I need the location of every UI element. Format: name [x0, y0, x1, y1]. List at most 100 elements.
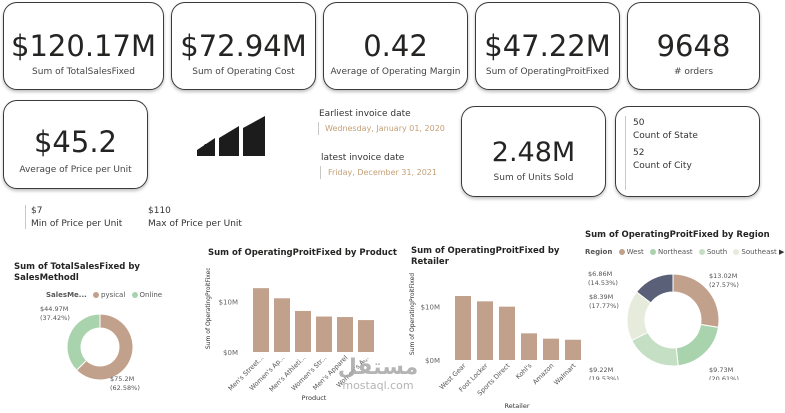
kpi-value: 2.48M [491, 137, 576, 168]
legend-title: Region [585, 248, 613, 256]
data-label: (27.57%) [709, 281, 739, 289]
city-count-value: 52 [633, 148, 645, 158]
bar[interactable] [274, 298, 290, 352]
divider [318, 122, 319, 135]
max-price-value: $110 [148, 206, 171, 216]
y-axis-label: Sum of OperatingProitFixed [409, 273, 416, 355]
bar[interactable] [253, 288, 269, 352]
bar[interactable] [358, 320, 374, 352]
x-tick-label: Kohl's [514, 361, 534, 381]
legend-dot-south [698, 249, 705, 255]
kpi-value: $47.22M [484, 29, 611, 63]
kpi-label: Sum of OperatingProitFixed [485, 67, 610, 77]
product-bar-chart[interactable]: $10M $0M Sum of OperatingProitFixed Men's S… [196, 268, 396, 408]
legend-item[interactable]: West [626, 248, 644, 256]
bar[interactable] [565, 339, 581, 360]
legend-item[interactable]: pysical [101, 291, 126, 299]
data-label: $6.86M [588, 270, 612, 278]
earliest-date-value: Wednesday, January 01, 2020 [325, 124, 445, 133]
kpi-card-operating-profit[interactable]: $47.22M Sum of OperatingProitFixed [475, 2, 620, 90]
kpi-value: 9648 [656, 29, 731, 63]
counts-card[interactable]: 50 Count of State 52 Count of City [615, 106, 760, 197]
kpi-value: $45.2 [33, 125, 118, 159]
sales-method-legend: SalesMe... pysical Online [46, 291, 162, 299]
city-count-label: Count of City [633, 161, 692, 171]
sales-method-chart-title: Sum of TotalSalesFixed by SalesMethodl [14, 262, 140, 283]
product-chart-title: Sum of OperatingProitFixed by Product [208, 248, 397, 258]
sales-method-donut-chart[interactable]: $75.2M(62.58%) $44.97M(37.42%) [0, 300, 190, 395]
kpi-card-operating-cost[interactable]: $72.94M Sum of Operating Cost [171, 2, 316, 90]
data-label: (62.58%) [110, 384, 140, 392]
donut-slice[interactable] [75, 313, 134, 381]
kpi-value: $120.17M [11, 29, 156, 63]
min-price-label: Min of Price per Unit [31, 219, 123, 229]
max-price-label: Max of Price per Unit [148, 219, 242, 229]
bar[interactable] [316, 316, 332, 352]
watermark-url: mostaql.com [342, 379, 414, 392]
data-label: (37.42%) [40, 314, 70, 322]
bar[interactable] [337, 317, 353, 352]
data-label: (17.77%) [589, 302, 619, 310]
donut-slice[interactable] [66, 313, 101, 371]
min-price-value: $7 [31, 206, 43, 216]
kpi-label: Sum of Operating Cost [192, 67, 295, 77]
kpi-card-operating-margin[interactable]: 0.42 Average of Operating Margin [323, 2, 468, 90]
divider [25, 205, 26, 229]
watermark: مستقل mostaql.com [318, 356, 438, 392]
legend-item[interactable]: Northeast [658, 248, 693, 256]
state-count-label: Count of State [633, 131, 698, 141]
kpi-label: Average of Price per Unit [19, 165, 132, 175]
kpi-card-orders[interactable]: 9648 # orders [627, 2, 760, 90]
state-count-value: 50 [633, 118, 645, 128]
y-tick-label: $0M [425, 357, 440, 365]
data-label: (19.53%) [589, 375, 619, 380]
latest-date-value: Friday, December 31, 2021 [328, 168, 437, 177]
bar[interactable] [499, 306, 515, 360]
data-label: $75.2M [110, 375, 134, 383]
latest-date-label: latest invoice date [321, 153, 405, 163]
divider [625, 116, 626, 190]
retailer-chart-title: Sum of OperatingProitFixed by Retailer [411, 246, 560, 267]
y-tick-label: $10M [421, 304, 440, 312]
x-axis-label: Retailer [504, 402, 529, 410]
legend-dot-southeast [733, 249, 740, 255]
donut-slice[interactable] [675, 323, 719, 367]
data-label: (14.53%) [588, 279, 618, 287]
kpi-card-avg-price[interactable]: $45.2 Average of Price per Unit [3, 100, 148, 189]
bar[interactable] [477, 301, 493, 360]
donut-slice[interactable] [635, 273, 674, 304]
divider [320, 166, 321, 179]
legend-item[interactable]: South [706, 248, 728, 256]
kpi-label: Average of Operating Margin [330, 67, 461, 77]
bar[interactable] [543, 338, 559, 360]
bar[interactable] [521, 333, 537, 360]
bar[interactable] [295, 310, 311, 352]
data-label: $9.73M [709, 366, 733, 374]
earliest-date-label: Earliest invoice date [319, 109, 411, 119]
kpi-card-total-sales[interactable]: $120.17M Sum of TotalSalesFixed [3, 2, 164, 90]
legend-item[interactable]: Online [139, 291, 163, 299]
legend-dot-green [131, 292, 138, 298]
kpi-label: Sum of Units Sold [493, 173, 574, 183]
kpi-label: Sum of TotalSalesFixed [32, 67, 135, 77]
y-tick-label: $10M [219, 298, 238, 306]
x-tick-label: Amazon [531, 362, 555, 386]
data-label: $8.39M [589, 293, 613, 301]
legend-item[interactable]: Southeast [741, 248, 777, 256]
kpi-card-units-sold[interactable]: 2.48M Sum of Units Sold [461, 106, 606, 197]
y-axis-label: Sum of OperatingProitFixed [205, 268, 212, 349]
kpi-value: 0.42 [363, 29, 428, 63]
legend-dot-west [618, 249, 625, 255]
legend-next-arrow-icon[interactable]: ▶ [779, 248, 785, 256]
bar[interactable] [455, 296, 471, 360]
data-label: $44.97M [40, 305, 68, 313]
data-label: $13.02M [709, 272, 737, 280]
region-donut-chart[interactable]: $13.02M(27.57%) $9.73M(20.61%) $9.22M(19.5… [585, 262, 785, 380]
watermark-logo-text: مستقل [337, 355, 419, 380]
data-label: $9.22M [589, 366, 613, 374]
data-label: (20.61%) [709, 375, 739, 380]
x-tick-label: Walmart [552, 361, 577, 386]
x-tick-label: Men's Street... [227, 354, 266, 393]
kpi-value: $72.94M [180, 29, 307, 63]
